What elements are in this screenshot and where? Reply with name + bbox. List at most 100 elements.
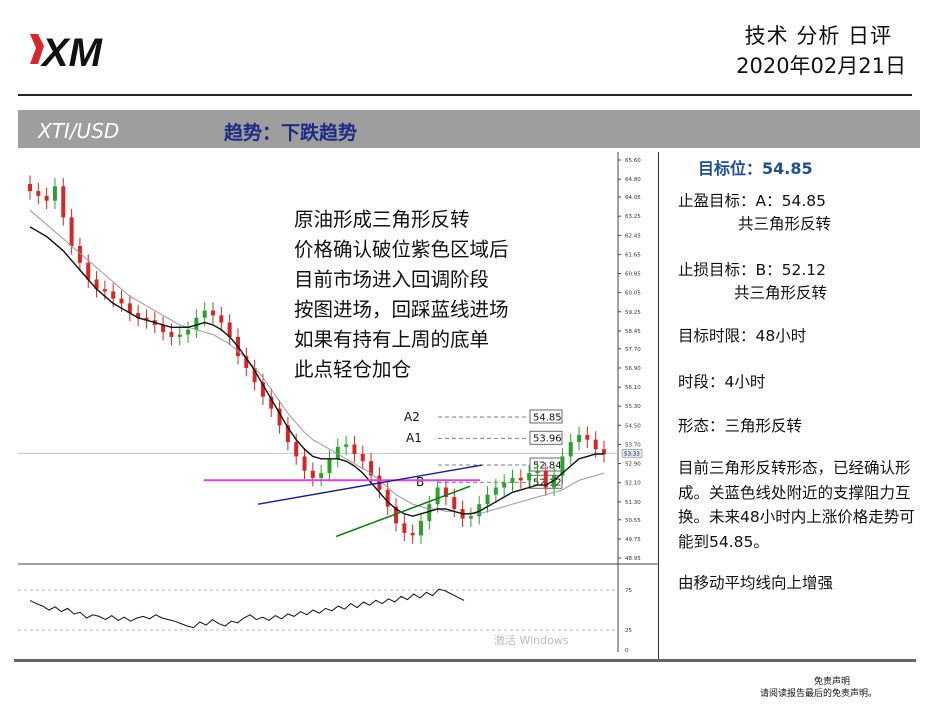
annotation-line: 目前市场进入回调阶段 [294, 268, 489, 291]
candle-body [219, 315, 224, 323]
price-axis: 65.60 64.80 64.05 63.25 62.45 61.65 60.85 60.05… [18, 152, 658, 652]
take-profit-a-note: 共三角形反转 [738, 215, 832, 233]
logo-text: XM [40, 31, 104, 70]
candle-body [327, 458, 332, 474]
price-tick-label: 61.65 [625, 252, 641, 258]
candle-body [427, 504, 432, 521]
last-price-label: 53.33 [624, 451, 640, 457]
footer-divider [14, 659, 916, 662]
candle-body [211, 310, 216, 316]
price-tick-label: 50.55 [625, 518, 641, 524]
candle-body [77, 246, 82, 263]
symbol-label: XTI/USD [38, 119, 120, 143]
price-tick-label: 65.60 [625, 158, 641, 164]
price-tick-label: 51.30 [625, 500, 641, 506]
price-tick-label: 56.90 [625, 366, 641, 372]
trend-label: 趋势：下跌趋势 [224, 122, 358, 144]
candle-body [560, 456, 565, 476]
candle-body [485, 494, 490, 505]
candle-body [36, 191, 41, 196]
candle-body [302, 456, 307, 471]
candle-body [319, 473, 324, 478]
oscillator-line [29, 588, 465, 629]
price-tick-label: 56.10 [625, 385, 641, 391]
candle-body [510, 477, 515, 483]
candle-body [252, 367, 257, 383]
price-tick-label: 52.90 [625, 462, 641, 468]
candle-body [360, 454, 365, 462]
level-tag-box [529, 430, 563, 445]
candle-body [69, 217, 74, 247]
candle-body [552, 475, 557, 488]
candle-body [161, 324, 166, 333]
candle-body [194, 317, 199, 330]
oscillator-panel: 75 25 0 [18, 588, 632, 654]
price-tick-label: 60.05 [625, 291, 641, 297]
candle-body [144, 317, 149, 321]
candle-body [593, 439, 598, 450]
level-tag-label: 53.96 [533, 434, 562, 445]
candle-body [86, 262, 91, 280]
annotation-line: 价格确认破位紫色区域后 [294, 238, 509, 261]
candle-body [28, 183, 32, 192]
ma-note: 由移动平均线向上增强 [678, 574, 834, 592]
price-tick-label: 58.45 [625, 329, 641, 335]
candle-body [177, 334, 182, 337]
target-level: 目标位：54.85 [698, 159, 813, 178]
level-tag-label: 52.84 [533, 461, 562, 472]
candle-body [543, 470, 548, 488]
candle-body [452, 497, 457, 509]
price-tick-label: 62.45 [625, 233, 641, 239]
candle-body [202, 310, 207, 318]
fast-moving-average [29, 226, 604, 517]
candle-body [369, 461, 374, 476]
take-profit-a: 止盈目标：A：54.85 [678, 192, 826, 210]
timeframe: 时段：4小时 [678, 373, 766, 391]
level-marker-label: A2 [404, 410, 420, 424]
disclaimer-title: 免责声明 [814, 677, 851, 687]
candle-body [602, 449, 606, 455]
candle-body [394, 506, 399, 524]
annotation-line: 按图进场，回踩蓝线进场 [294, 298, 509, 321]
time-horizon: 目标时限：48小时 [678, 327, 807, 345]
price-tick-label: 64.05 [625, 195, 641, 201]
candle-body [435, 487, 440, 505]
candle-body [410, 532, 415, 536]
report-title: 技术 分析 日评 [744, 24, 892, 48]
price-tick-label: 63.25 [625, 214, 641, 220]
stop-loss-b: 止损目标：B：52.12 [678, 261, 827, 279]
candle-body [94, 279, 99, 290]
price-tick-label: 54.50 [625, 423, 641, 429]
analysis-paragraph: 目前三角形反转形态，已经确认形成。关蓝色线处附近的支撑阻力互换。未来48小时内上… [678, 459, 915, 551]
candle-body [119, 298, 124, 304]
level-marker-label: B [416, 475, 424, 489]
price-tick-label: 64.80 [625, 177, 641, 183]
candle-body [277, 408, 282, 426]
moving-averages [29, 209, 605, 517]
candle-body [402, 523, 407, 533]
candle-body [52, 186, 57, 201]
candle-body [518, 477, 523, 481]
candle-body [260, 382, 265, 397]
annotation-line: 原油形成三角形反转 [294, 208, 470, 231]
candle-body [102, 289, 107, 292]
candle-body [535, 470, 540, 474]
candle-body [577, 434, 582, 443]
annotation-line: 此点轻仓加仓 [294, 358, 411, 381]
candle-body [127, 303, 132, 313]
candle-body [61, 186, 66, 218]
candle-body [418, 520, 423, 536]
candle-body [352, 444, 357, 455]
candle-body [502, 482, 507, 488]
candle-body [227, 322, 232, 337]
candle-body [111, 291, 116, 299]
xm-logo: XM [28, 28, 132, 75]
candle-body [136, 312, 141, 318]
candle-body [294, 442, 299, 457]
report-date: 2020年02月21日 [736, 54, 906, 78]
candle-body [385, 489, 390, 507]
candle-body [269, 396, 274, 409]
candle-body [443, 487, 448, 498]
candle-body [169, 332, 174, 337]
